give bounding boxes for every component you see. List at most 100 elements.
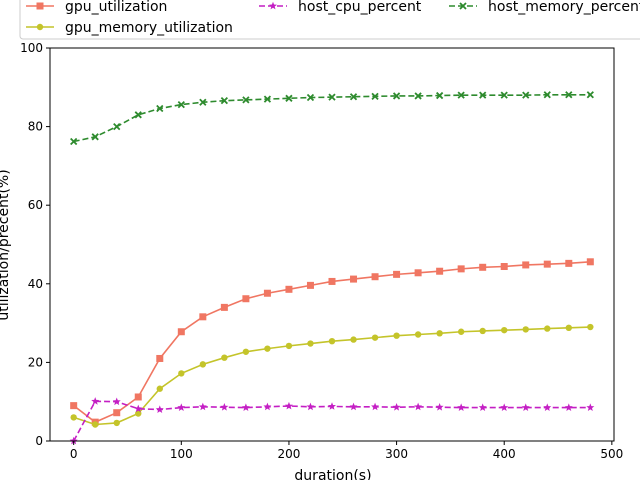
data-point bbox=[156, 385, 163, 392]
data-point bbox=[285, 94, 293, 102]
legend-marker bbox=[36, 23, 44, 31]
legend-label: host_memory_percent bbox=[488, 0, 640, 15]
data-point bbox=[284, 401, 293, 410]
data-point bbox=[242, 96, 250, 104]
legend: gpu_utilization gpu_memory_utilization hos… bbox=[19, 0, 640, 40]
data-point bbox=[135, 410, 142, 417]
data-point bbox=[156, 354, 164, 362]
data-point bbox=[263, 95, 272, 103]
y-tick-label: 80 bbox=[28, 120, 43, 134]
data-point bbox=[564, 403, 573, 411]
data-point bbox=[306, 93, 315, 102]
data-point bbox=[91, 397, 100, 405]
legend-box bbox=[19, 0, 640, 40]
data-point bbox=[306, 402, 315, 411]
x-tick-label: 0 bbox=[70, 447, 78, 461]
data-point bbox=[565, 259, 573, 267]
series-host_memory_percent bbox=[70, 91, 594, 146]
data-point bbox=[112, 397, 121, 406]
x-tick-label: 300 bbox=[385, 447, 408, 461]
data-point bbox=[586, 403, 595, 411]
y-tick-label: 60 bbox=[28, 198, 43, 212]
data-point bbox=[134, 393, 142, 401]
axes-frame bbox=[49, 47, 615, 442]
legend-label: gpu_memory_utilization bbox=[65, 20, 233, 36]
data-point bbox=[414, 331, 422, 338]
data-point bbox=[500, 263, 508, 271]
data-point bbox=[70, 402, 78, 410]
data-point bbox=[220, 403, 229, 411]
data-point bbox=[177, 403, 186, 411]
x-tick-label: 400 bbox=[493, 447, 516, 461]
data-point bbox=[199, 98, 207, 106]
series-line-host_memory_percent bbox=[73, 93, 591, 143]
y-tick-label: 100 bbox=[20, 41, 43, 55]
data-point bbox=[221, 354, 228, 361]
data-point bbox=[220, 97, 229, 105]
legend-item-gpu_utilization: gpu_utilization bbox=[26, 0, 167, 15]
y-tick-label: 20 bbox=[28, 355, 43, 369]
data-point bbox=[414, 402, 423, 411]
data-point bbox=[113, 409, 121, 417]
data-point bbox=[392, 92, 401, 100]
data-point bbox=[565, 91, 573, 99]
data-point bbox=[328, 337, 336, 345]
legend-item-host_memory_percent: host_memory_percent bbox=[449, 0, 640, 15]
x-axis-label: duration(s) bbox=[294, 468, 371, 480]
data-point bbox=[91, 133, 99, 141]
x-tick-label: 100 bbox=[170, 447, 193, 461]
series-gpu_memory_utilization bbox=[70, 323, 594, 428]
legend-marker bbox=[459, 2, 467, 10]
x-tick-label: 500 bbox=[600, 447, 623, 461]
data-point bbox=[414, 92, 422, 100]
data-point bbox=[199, 361, 207, 368]
data-point bbox=[392, 403, 401, 411]
legend-label: host_cpu_percent bbox=[298, 0, 422, 15]
data-point bbox=[457, 91, 465, 99]
data-point bbox=[543, 260, 551, 268]
data-point bbox=[113, 122, 121, 131]
data-point bbox=[328, 402, 336, 410]
data-point bbox=[587, 323, 594, 331]
data-point bbox=[457, 403, 466, 411]
data-point bbox=[371, 273, 379, 281]
data-point bbox=[543, 403, 552, 411]
data-point bbox=[306, 281, 314, 289]
legend-item-host_cpu_percent: host_cpu_percent bbox=[259, 0, 422, 15]
data-point bbox=[263, 402, 272, 411]
data-point bbox=[349, 402, 358, 411]
data-point bbox=[242, 295, 250, 303]
series-host_cpu_percent bbox=[69, 397, 595, 445]
plot-area bbox=[69, 91, 595, 445]
data-point bbox=[220, 303, 228, 311]
legend-label: gpu_utilization bbox=[65, 0, 167, 15]
data-point bbox=[134, 111, 142, 119]
data-point bbox=[134, 404, 143, 413]
data-point bbox=[70, 414, 77, 421]
data-point bbox=[371, 402, 380, 411]
data-point bbox=[198, 402, 207, 411]
data-point bbox=[70, 137, 78, 146]
data-point bbox=[435, 403, 444, 411]
data-point bbox=[500, 403, 509, 411]
data-point bbox=[457, 328, 465, 335]
data-point bbox=[156, 104, 164, 113]
data-point bbox=[328, 277, 336, 285]
data-point bbox=[155, 405, 164, 413]
data-point bbox=[586, 258, 594, 266]
data-point bbox=[371, 92, 379, 100]
data-point bbox=[264, 345, 271, 352]
data-point bbox=[242, 348, 250, 355]
axes: 0 100 200 300 400 500 0 20 40 60 80 100 bbox=[20, 41, 623, 461]
data-point bbox=[521, 403, 530, 411]
data-point bbox=[457, 265, 465, 273]
data-point bbox=[328, 93, 336, 101]
data-point bbox=[414, 269, 422, 277]
y-tick-label: 0 bbox=[35, 434, 43, 448]
data-point bbox=[199, 313, 207, 321]
y-axis-label: utilization/precent(%) bbox=[0, 169, 12, 320]
data-point bbox=[479, 327, 486, 335]
data-point bbox=[285, 285, 293, 293]
legend-item-gpu_memory_utilization: gpu_memory_utilization bbox=[26, 20, 233, 36]
data-point bbox=[435, 91, 444, 100]
